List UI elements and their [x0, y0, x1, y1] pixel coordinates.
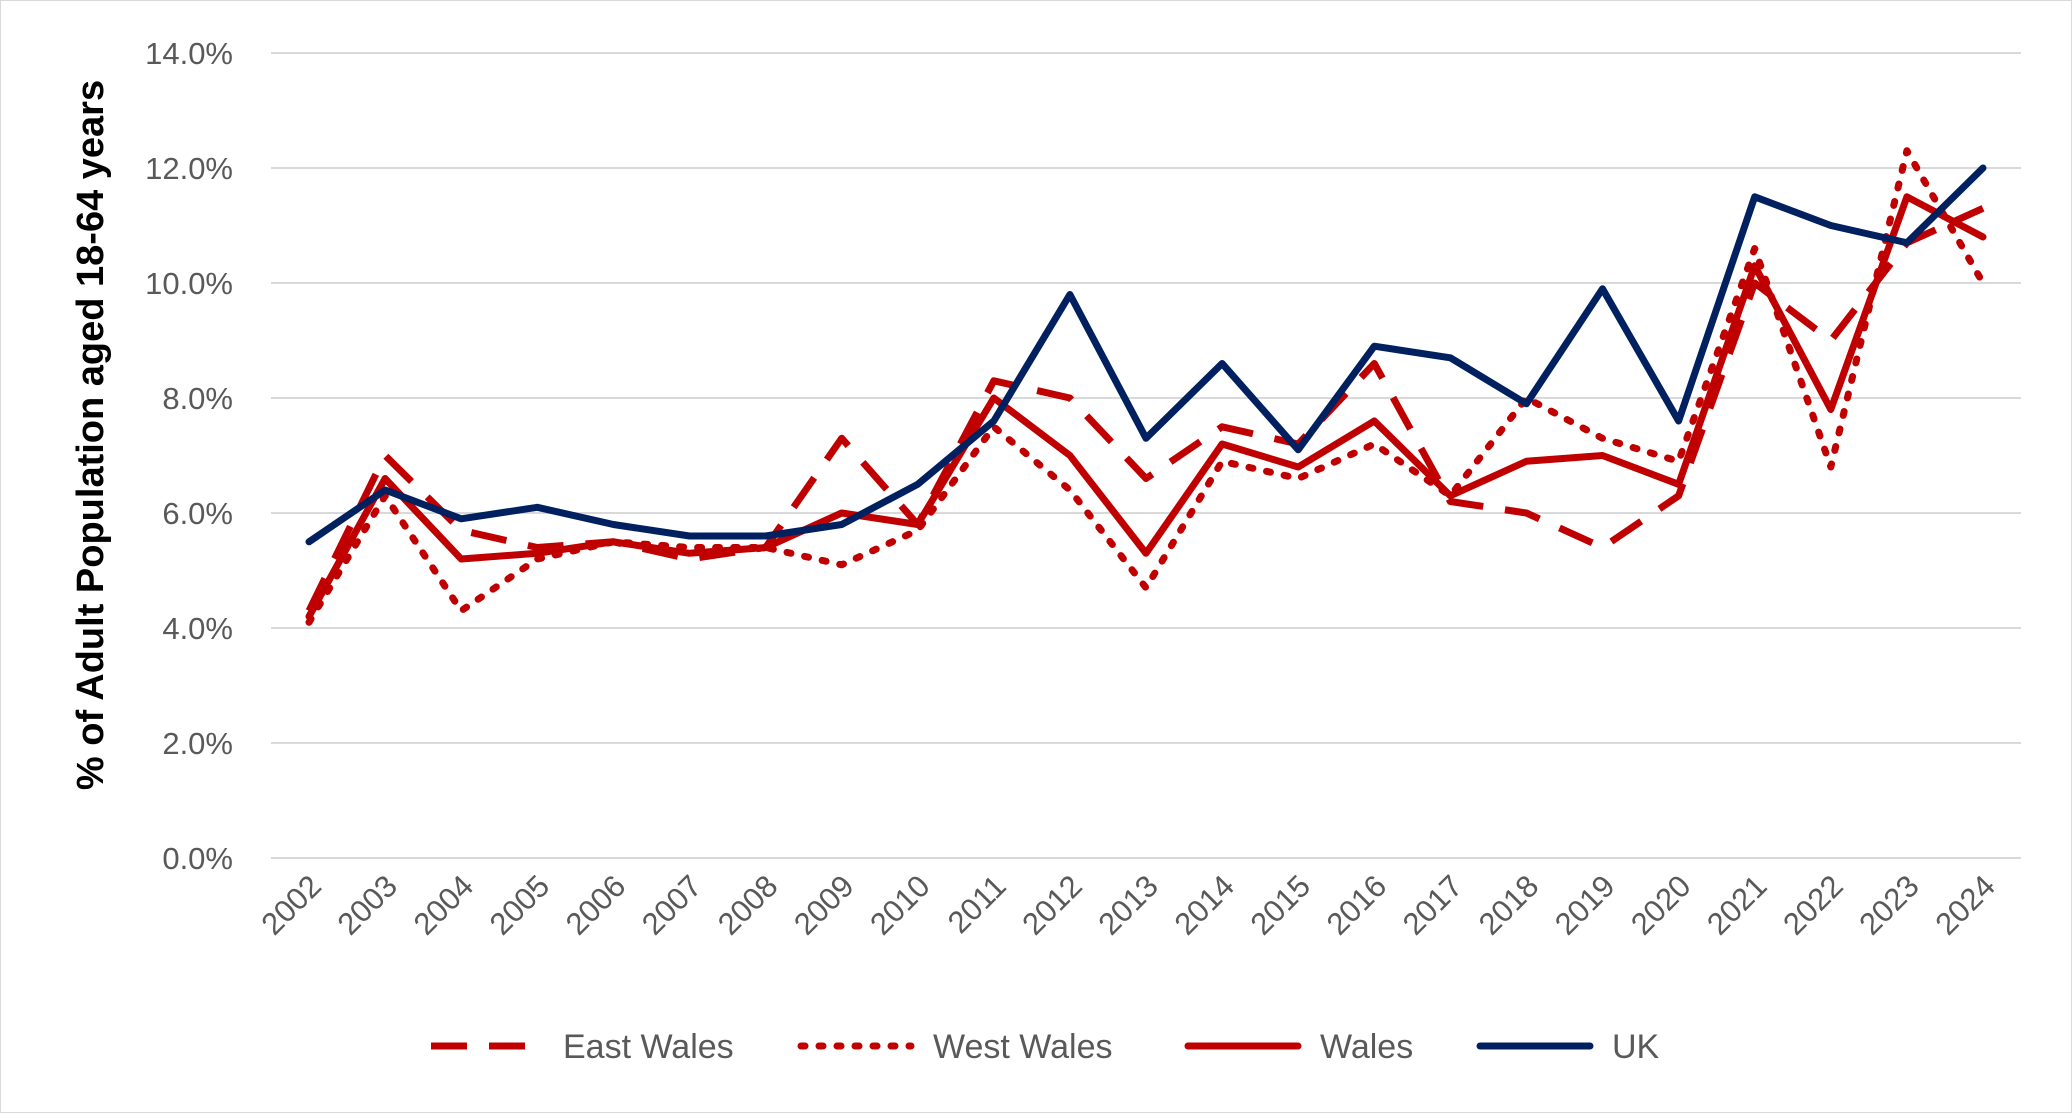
x-tick-label: 2017 [1396, 868, 1470, 942]
x-tick-label: 2008 [711, 868, 785, 942]
legend-label-east-wales: East Wales [563, 1028, 734, 1066]
x-tick-label: 2016 [1320, 868, 1394, 942]
x-tick-label: 2009 [787, 868, 861, 942]
x-tick-label: 2021 [1700, 868, 1774, 942]
y-tick-label: 6.0% [162, 496, 233, 531]
x-tick-label: 2018 [1472, 868, 1546, 942]
x-tick-label: 2002 [254, 868, 328, 942]
x-tick-label: 2019 [1548, 868, 1622, 942]
x-tick-label: 2006 [559, 868, 633, 942]
y-tick-label: 8.0% [162, 381, 233, 416]
x-tick-label: 2004 [407, 868, 481, 942]
x-tick-label: 2010 [863, 868, 937, 942]
y-tick-label: 14.0% [145, 36, 233, 71]
legend-label-west-wales: West Wales [933, 1028, 1112, 1066]
x-tick-label: 2015 [1244, 868, 1318, 942]
x-tick-label: 2020 [1624, 868, 1698, 942]
y-tick-label: 12.0% [145, 151, 233, 186]
series-lines [305, 147, 1987, 626]
y-tick-label: 0.0% [162, 841, 233, 876]
x-tick-label: 2013 [1091, 868, 1165, 942]
x-tick-label: 2023 [1852, 868, 1926, 942]
x-tick-label: 2007 [635, 868, 709, 942]
x-tick-label: 2011 [941, 868, 1013, 940]
x-tick-label: 2003 [331, 868, 405, 942]
x-tick-label: 2005 [483, 868, 557, 942]
x-axis-ticks: 2002 2003 2004 2005 2006 2007 2008 2009 2010 2011… [254, 868, 2001, 942]
series-line-uk [305, 164, 1987, 546]
legend-label-uk: UK [1612, 1028, 1660, 1066]
legend: East Wales West Wales Wales UK [431, 1028, 1660, 1066]
y-tick-label: 2.0% [162, 726, 233, 761]
x-tick-label: 2014 [1168, 868, 1242, 942]
x-tick-label: 2012 [1015, 868, 1089, 942]
y-tick-label: 10.0% [145, 266, 233, 301]
x-tick-label: 2024 [1928, 868, 2002, 942]
legend-label-wales: Wales [1320, 1028, 1413, 1066]
y-axis-label: % of Adult Population aged 18-64 years [70, 80, 112, 790]
y-axis-ticks: 0.0% 2.0% 4.0% 6.0% 8.0% 10.0% 12.0% 14.0% [145, 36, 233, 876]
gridlines [271, 52, 2021, 859]
series-line-wales [305, 193, 1987, 620]
x-tick-label: 2022 [1776, 868, 1850, 942]
y-tick-label: 4.0% [162, 611, 233, 646]
